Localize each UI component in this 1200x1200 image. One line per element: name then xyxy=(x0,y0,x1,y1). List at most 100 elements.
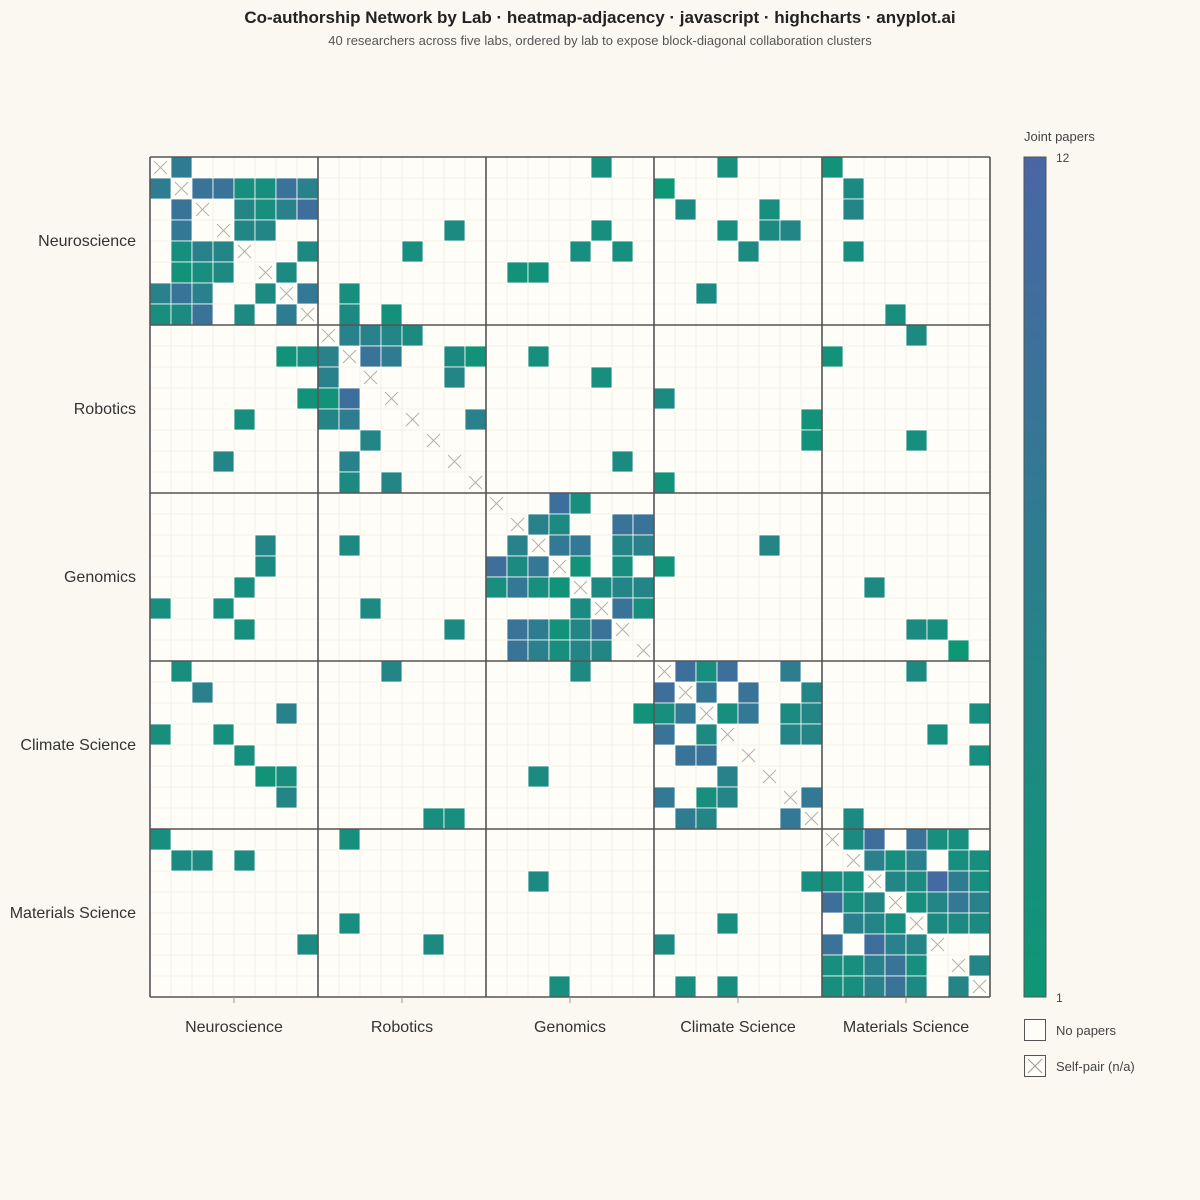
heatmap-cell xyxy=(569,660,592,683)
heatmap-cell xyxy=(968,744,991,767)
heatmap-cell xyxy=(212,240,235,263)
heatmap-cell xyxy=(464,408,487,431)
heatmap-cell xyxy=(926,891,949,914)
self-pair-cross xyxy=(720,727,735,742)
heatmap-cell xyxy=(653,723,676,746)
y-axis-label: Materials Science xyxy=(10,905,136,922)
heatmap-cell xyxy=(338,387,361,410)
heatmap-cell xyxy=(191,177,214,200)
heatmap-cell xyxy=(695,660,718,683)
heatmap-cell xyxy=(380,471,403,494)
heatmap-cell xyxy=(863,912,886,935)
self-pair-cross xyxy=(552,559,567,574)
heatmap-cell xyxy=(422,933,445,956)
heatmap-cell xyxy=(674,744,697,767)
y-axis-label: Climate Science xyxy=(20,737,136,754)
heatmap-cell xyxy=(443,219,466,242)
heatmap-cell xyxy=(758,534,781,557)
heatmap-cell xyxy=(548,639,571,662)
heatmap-cell xyxy=(968,954,991,977)
heatmap-cell xyxy=(527,261,550,284)
heatmap-cell xyxy=(674,975,697,998)
heatmap-cell xyxy=(947,891,970,914)
legend-title: Joint papers xyxy=(1024,129,1095,144)
heatmap-cell xyxy=(527,639,550,662)
heatmap-cell xyxy=(863,954,886,977)
heatmap-cell xyxy=(905,828,928,851)
heatmap-cell xyxy=(947,912,970,935)
heatmap-cell xyxy=(884,975,907,998)
heatmap-cells xyxy=(149,156,991,998)
heatmap-cell xyxy=(170,156,193,179)
heatmap-cell xyxy=(863,576,886,599)
heatmap-cell xyxy=(254,282,277,305)
heatmap-cell xyxy=(422,807,445,830)
heatmap-cell xyxy=(485,555,508,578)
self-pair-cross xyxy=(699,706,714,721)
heatmap-cell xyxy=(212,597,235,620)
heatmap-cell xyxy=(296,387,319,410)
heatmap-cell xyxy=(170,303,193,326)
self-pair-swatch xyxy=(1024,1055,1046,1077)
heatmap-cell xyxy=(275,303,298,326)
heatmap-cell xyxy=(275,198,298,221)
heatmap-cell xyxy=(611,513,634,536)
heatmap-cell xyxy=(527,576,550,599)
heatmap-cell xyxy=(338,324,361,347)
self-pair-cross-icon xyxy=(1027,1058,1043,1074)
self-pair-cross xyxy=(384,391,399,406)
heatmap-cell xyxy=(884,303,907,326)
heatmap-cell xyxy=(779,660,802,683)
heatmap-cell xyxy=(527,765,550,788)
heatmap-cell xyxy=(863,891,886,914)
heatmap-cell xyxy=(275,345,298,368)
heatmap-cell xyxy=(821,345,844,368)
heatmap-cell xyxy=(149,828,172,851)
self-pair-cross xyxy=(825,832,840,847)
heatmap-cell xyxy=(800,681,823,704)
heatmap-cell xyxy=(338,303,361,326)
heatmap-cell xyxy=(653,387,676,410)
heatmap-cell xyxy=(254,555,277,578)
heatmap-cell xyxy=(275,786,298,809)
heatmap-cell xyxy=(212,261,235,284)
heatmap-cell xyxy=(653,681,676,704)
self-pair-cross xyxy=(594,601,609,616)
self-pair-cross xyxy=(531,538,546,553)
heatmap-cell xyxy=(695,744,718,767)
self-pair-cross xyxy=(615,622,630,637)
self-pair-cross xyxy=(951,958,966,973)
self-pair-cross xyxy=(783,790,798,805)
self-pair-cross xyxy=(573,580,588,595)
heatmap-cell xyxy=(737,240,760,263)
heatmap-cell xyxy=(968,702,991,725)
heatmap-cell xyxy=(527,870,550,893)
heatmap-cell xyxy=(968,849,991,872)
heatmap-cell xyxy=(695,282,718,305)
self-pair-cross xyxy=(174,181,189,196)
heatmap-cell xyxy=(653,702,676,725)
self-pair-cross xyxy=(972,979,987,994)
heatmap-cell xyxy=(842,912,865,935)
heatmap-cell xyxy=(401,324,424,347)
heatmap-cell xyxy=(653,471,676,494)
self-pair-cross xyxy=(405,412,420,427)
heatmap-cell xyxy=(653,786,676,809)
heatmap-cell xyxy=(905,891,928,914)
heatmap-cell xyxy=(275,765,298,788)
heatmap-cell xyxy=(779,807,802,830)
heatmap-cell xyxy=(254,177,277,200)
heatmap-cell xyxy=(884,954,907,977)
heatmap-cell xyxy=(275,177,298,200)
heatmap-cell xyxy=(632,576,655,599)
heatmap-cell xyxy=(905,849,928,872)
heatmap-cell xyxy=(716,702,739,725)
self-pair-cross xyxy=(741,748,756,763)
heatmap-cell xyxy=(632,597,655,620)
heatmap-cell xyxy=(548,492,571,515)
self-pair-cross xyxy=(216,223,231,238)
heatmap-cell xyxy=(170,219,193,242)
heatmap-cell xyxy=(443,345,466,368)
heatmap-cell xyxy=(569,618,592,641)
